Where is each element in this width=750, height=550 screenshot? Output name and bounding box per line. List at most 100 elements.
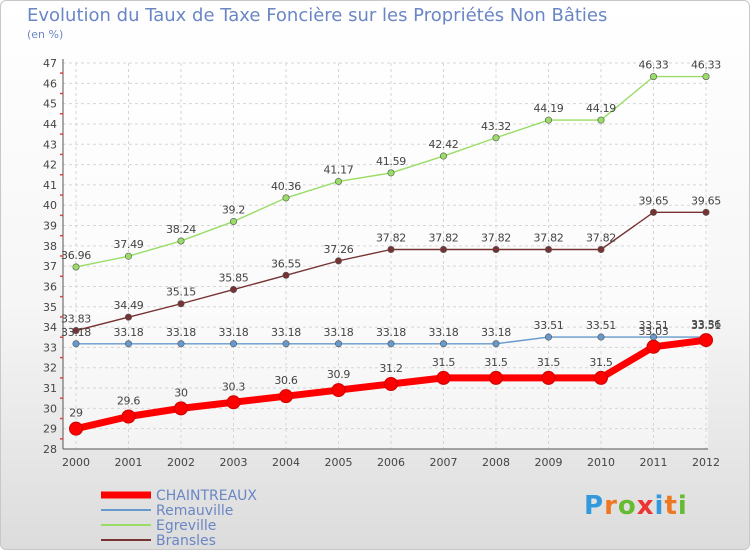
- data-point-chaintreaux: [489, 370, 503, 385]
- data-label-bransles: 37.82: [481, 231, 511, 244]
- data-point-remauville: [72, 340, 80, 348]
- data-label-chaintreaux: 30: [174, 386, 188, 399]
- data-label-remauville: 33.51: [691, 319, 721, 332]
- data-label-bransles: 37.26: [324, 243, 354, 256]
- data-label-chaintreaux: 31.5: [537, 356, 561, 369]
- data-point-remauville: [544, 333, 552, 341]
- data-point-remauville: [230, 340, 238, 348]
- data-point-remauville: [439, 340, 447, 348]
- data-label-egreville: 40.36: [271, 180, 301, 193]
- plot-area: [63, 63, 708, 449]
- chart-title: Evolution du Taux de Taxe Foncière sur l…: [27, 5, 608, 26]
- data-point-bransles: [72, 327, 80, 335]
- legend-label: CHAINTREAUX: [156, 488, 257, 504]
- data-label-chaintreaux: 29: [69, 407, 83, 420]
- data-point-chaintreaux: [226, 395, 241, 410]
- data-point-egreville: [230, 217, 238, 225]
- data-point-remauville: [492, 340, 500, 348]
- data-point-chaintreaux: [384, 376, 398, 391]
- y-tick-label: 46: [43, 77, 57, 90]
- data-label-remauville: 33.18: [61, 326, 91, 339]
- data-label-remauville: 33.18: [429, 326, 459, 339]
- data-point-egreville: [649, 73, 657, 81]
- data-label-bransles: 37.82: [376, 231, 406, 244]
- legend-label: Bransles: [156, 533, 216, 549]
- x-tick-label: 2012: [692, 456, 720, 469]
- y-tick-label: 44: [43, 118, 57, 131]
- data-label-bransles: 33.83: [61, 313, 91, 326]
- data-point-egreville: [544, 116, 552, 124]
- y-tick-label: 41: [43, 179, 57, 192]
- data-point-egreville: [334, 177, 342, 185]
- x-tick-label: 2008: [482, 456, 510, 469]
- data-point-egreville: [597, 116, 605, 124]
- data-point-bransles: [439, 245, 447, 253]
- y-tick-label: 29: [43, 423, 57, 436]
- y-tick-label: 31: [43, 382, 57, 395]
- data-point-bransles: [492, 245, 500, 253]
- y-tick-label: 42: [43, 159, 57, 172]
- data-point-egreville: [177, 237, 185, 245]
- data-point-egreville: [387, 169, 395, 177]
- data-label-chaintreaux: 30.9: [327, 368, 351, 381]
- data-point-chaintreaux: [69, 421, 83, 436]
- data-point-bransles: [649, 208, 657, 216]
- data-point-chaintreaux: [699, 333, 713, 348]
- x-tick-label: 2007: [430, 456, 458, 469]
- data-point-remauville: [282, 340, 290, 348]
- logo-letter: x: [636, 491, 655, 521]
- data-label-chaintreaux: 29.6: [117, 394, 141, 407]
- data-point-remauville: [125, 340, 133, 348]
- y-tick-label: 36: [43, 280, 57, 293]
- data-point-bransles: [597, 245, 605, 253]
- x-tick-label: 2005: [325, 456, 353, 469]
- y-tick-label: 38: [43, 240, 57, 253]
- y-tick-label: 43: [43, 138, 57, 151]
- logo-letter: i: [654, 491, 665, 521]
- data-point-egreville: [282, 194, 290, 202]
- data-label-egreville: 41.59: [376, 155, 406, 168]
- data-label-chaintreaux: 33.03: [639, 325, 669, 338]
- data-label-egreville: 46.33: [639, 59, 669, 72]
- data-point-remauville: [334, 340, 342, 348]
- data-point-bransles: [177, 300, 185, 308]
- data-label-egreville: 36.96: [61, 249, 91, 262]
- data-label-remauville: 33.51: [639, 319, 669, 332]
- data-label-bransles: 39.65: [691, 194, 721, 207]
- chart-unit-label: (en %): [27, 28, 64, 41]
- data-label-remauville: 33.51: [586, 319, 616, 332]
- data-label-bransles: 39.65: [639, 194, 669, 207]
- x-tick-label: 2006: [377, 456, 405, 469]
- proxiti-logo: Proxiti: [584, 491, 688, 521]
- data-point-chaintreaux: [541, 370, 556, 385]
- data-point-egreville: [492, 134, 500, 142]
- data-label-chaintreaux: 31.5: [432, 356, 456, 369]
- data-label-remauville: 33.18: [114, 326, 144, 339]
- data-label-egreville: 39.2: [222, 203, 245, 216]
- data-point-bransles: [282, 271, 290, 279]
- legend-label: Egreville: [156, 518, 216, 534]
- x-tick-label: 2003: [220, 456, 248, 469]
- x-tick-label: 2009: [535, 456, 563, 469]
- legend-label: Remauville: [156, 503, 233, 519]
- data-point-bransles: [702, 208, 710, 216]
- data-point-remauville: [387, 340, 395, 348]
- y-tick-label: 47: [43, 57, 57, 70]
- x-tick-label: 2002: [167, 456, 195, 469]
- data-label-bransles: 36.55: [271, 257, 301, 270]
- data-label-bransles: 34.49: [114, 299, 144, 312]
- x-tick-label: 2000: [62, 456, 90, 469]
- data-point-bransles: [230, 286, 238, 294]
- data-label-egreville: 37.49: [114, 238, 144, 251]
- data-label-egreville: 44.19: [534, 102, 564, 115]
- x-tick-label: 2011: [640, 456, 668, 469]
- data-label-egreville: 42.42: [429, 138, 459, 151]
- y-tick-label: 35: [43, 301, 57, 314]
- data-label-remauville: 33.18: [219, 326, 249, 339]
- data-point-egreville: [439, 152, 447, 160]
- data-label-remauville: 33.18: [324, 326, 354, 339]
- data-label-remauville: 33.18: [271, 326, 301, 339]
- data-label-chaintreaux: 30.6: [274, 374, 298, 387]
